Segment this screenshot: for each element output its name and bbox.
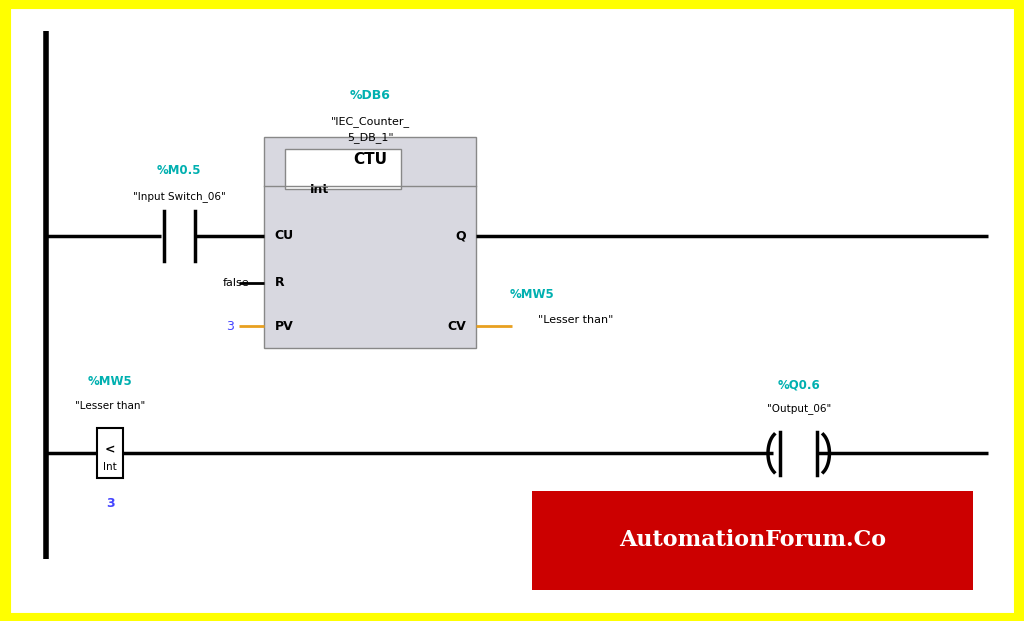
- Text: "Output_06": "Output_06": [767, 403, 830, 414]
- Text: "Input Switch_06": "Input Switch_06": [133, 191, 225, 202]
- FancyBboxPatch shape: [532, 491, 973, 590]
- Text: <: <: [104, 444, 116, 456]
- FancyBboxPatch shape: [264, 137, 476, 348]
- Text: "Lesser than": "Lesser than": [75, 401, 145, 411]
- Text: AutomationForum.Co: AutomationForum.Co: [620, 529, 886, 551]
- Text: %DB6: %DB6: [350, 89, 390, 102]
- Text: 3: 3: [105, 497, 115, 510]
- FancyBboxPatch shape: [285, 149, 401, 189]
- Text: %Q0.6: %Q0.6: [777, 378, 820, 391]
- Text: Q: Q: [456, 230, 466, 242]
- Text: 5_DB_1": 5_DB_1": [347, 132, 393, 143]
- Text: "Lesser than": "Lesser than": [538, 315, 613, 325]
- Text: CTU: CTU: [353, 152, 387, 167]
- Text: Int: Int: [103, 462, 117, 472]
- Text: R: R: [274, 276, 284, 289]
- Text: PV: PV: [274, 320, 293, 332]
- Text: %MW5: %MW5: [510, 288, 555, 301]
- Text: %MW5: %MW5: [88, 375, 132, 388]
- Text: CV: CV: [447, 320, 466, 332]
- FancyBboxPatch shape: [97, 428, 123, 478]
- Text: false: false: [222, 278, 249, 288]
- Text: %M0.5: %M0.5: [157, 164, 202, 177]
- Text: 3: 3: [225, 320, 233, 332]
- Text: "IEC_Counter_: "IEC_Counter_: [331, 116, 410, 127]
- Text: CU: CU: [274, 230, 294, 242]
- Text: Int: Int: [310, 183, 329, 196]
